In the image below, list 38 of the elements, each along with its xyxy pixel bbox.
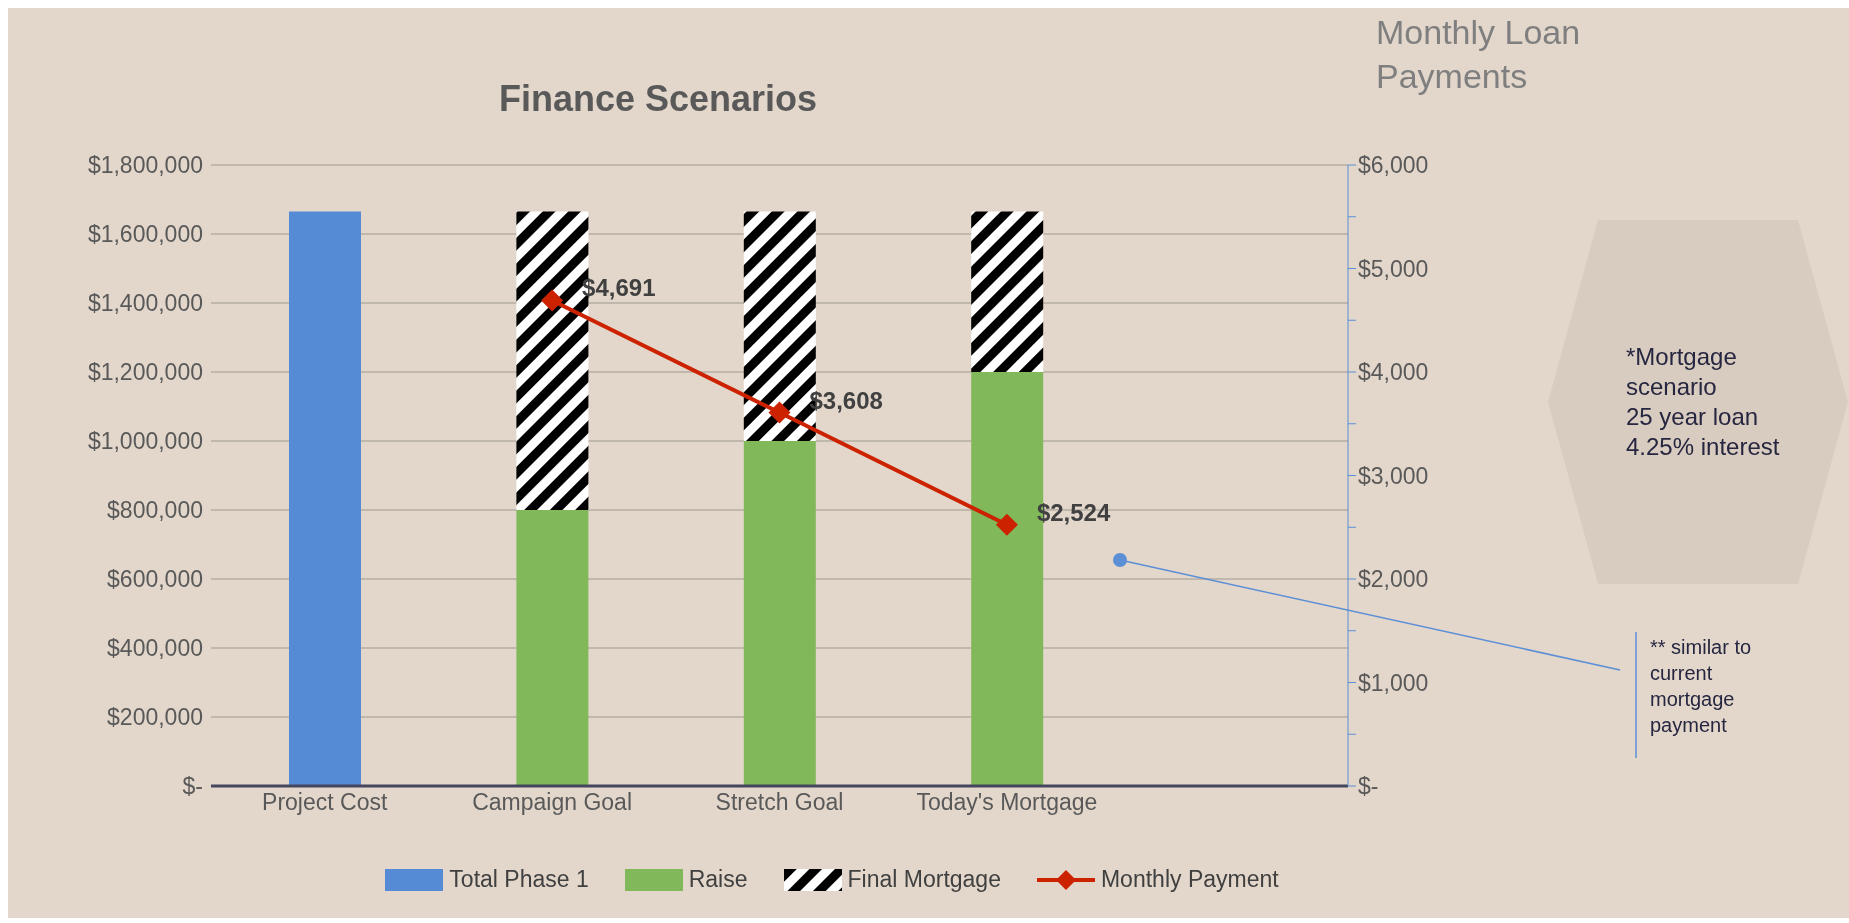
text: *Mortgage scenario 25 year loan 4.25% interest [1626,342,1781,462]
y2-tick-label: $4,000 [1358,359,1429,386]
point [541,289,564,312]
y-tick-label: $400,000 [107,635,203,662]
point [995,513,1018,536]
y-tick-label: $200,000 [107,704,203,731]
y2-tick-label: $- [1358,773,1379,800]
legend-label: Final Mortgage [847,866,1001,893]
y2-tick-label: $6,000 [1358,152,1429,179]
point [768,401,791,424]
x-tick-label: Project Cost [262,789,388,816]
y-tick-label: $1,600,000 [87,221,203,248]
y2-tick-label: $2,000 [1358,566,1429,593]
y2-tick-label: $3,000 [1358,462,1429,489]
x-tick-label: Stretch Goal [715,789,844,816]
y-tick-label: $1,200,000 [87,359,203,386]
legend-label: Total Phase 1 [449,866,589,893]
data-label: $3,608 [809,386,883,414]
y-tick-label: $1,800,000 [87,152,203,179]
bar [743,441,816,786]
y-tick-label: $- [182,773,203,800]
y-tick-label: $1,000,000 [87,428,203,455]
x-tick-label: Campaign Goal [472,789,633,816]
data-label: $4,691 [582,274,656,302]
y-tick-label: $800,000 [107,497,203,524]
legend-label: Monthly Payment [1100,866,1279,893]
bar [289,211,361,786]
y2-tick-label: $1,000 [1358,669,1429,696]
legend-label: Raise [688,866,748,893]
y2-axis-title: Monthly Loan Payments [1376,12,1582,98]
text: ** similar to current mortgage payment [1650,635,1753,738]
y-tick-label: $1,400,000 [87,290,203,317]
chart-title: Finance Scenarios [497,78,819,120]
y-tick-label: $600,000 [107,566,203,593]
y2-tick-label: $5,000 [1358,255,1429,282]
bar [971,211,1044,372]
x-tick-label: Today's Mortgage [916,789,1098,816]
bar [516,510,589,786]
